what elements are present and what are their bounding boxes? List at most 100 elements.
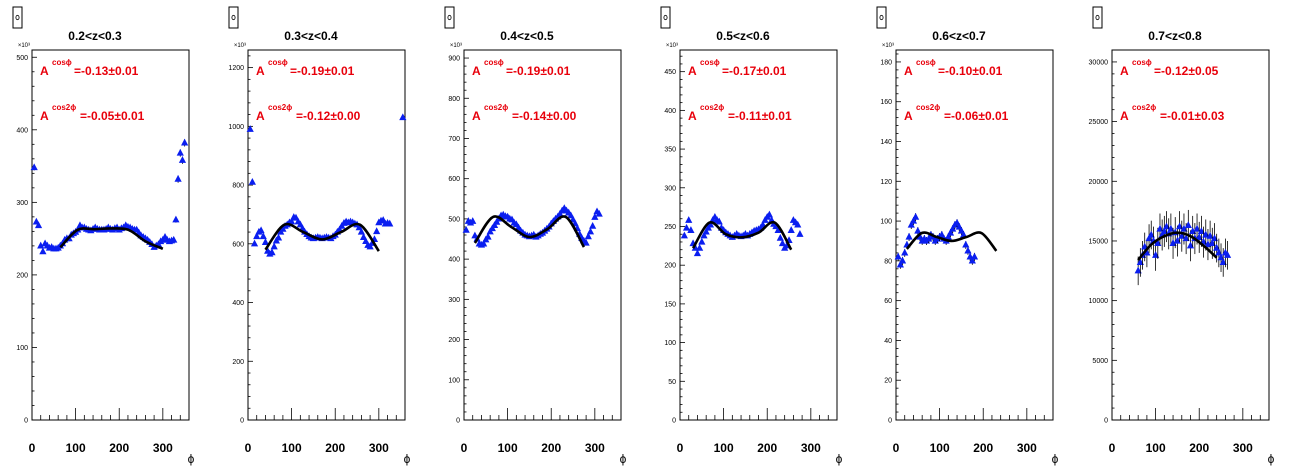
x-tick-label: 200 xyxy=(757,441,777,455)
data-point xyxy=(925,234,933,242)
y-tick-label: 1200 xyxy=(228,65,244,72)
y-tick-label: 800 xyxy=(448,96,460,103)
data-point xyxy=(946,228,955,236)
data-point xyxy=(680,231,688,239)
y-tick-label: 30000 xyxy=(1089,59,1109,66)
y-tick-label: 60 xyxy=(884,298,892,305)
data-point xyxy=(170,235,178,243)
chart-panel: 0.2<z<0.3 0 100 200 300 400 500 ×10³ 0 100 200 300 ϕ… xyxy=(12,6,195,466)
data-point xyxy=(787,226,795,233)
x-axis-label: ϕ xyxy=(620,452,627,466)
y-tick-label: 500 xyxy=(16,55,28,62)
stats-box-glyph xyxy=(663,14,668,21)
data-point xyxy=(776,233,784,241)
data-point xyxy=(698,237,706,245)
data-point xyxy=(901,248,909,256)
x-axis-label: ϕ xyxy=(1052,452,1059,466)
fit-curve xyxy=(473,215,586,248)
annotation-value: =-0.06±0.01 xyxy=(944,109,1009,123)
annotation-superscript: cosϕ xyxy=(52,58,72,67)
annotation-symbol: A xyxy=(256,109,265,123)
x-tick-label: 100 xyxy=(714,441,734,455)
y-tick-label: 500 xyxy=(448,216,460,223)
annotation-symbol: A xyxy=(1120,64,1129,78)
y-tick-label: 5000 xyxy=(1092,358,1108,365)
data-point xyxy=(355,223,363,231)
annotation-symbol: A xyxy=(1120,109,1129,123)
annotation-superscript: cos2ϕ xyxy=(268,103,292,112)
data-point xyxy=(176,148,184,156)
y-tick-label: 100 xyxy=(664,340,676,347)
x-tick-label: 300 xyxy=(369,441,389,455)
data-point xyxy=(373,227,381,235)
data-point xyxy=(582,238,590,246)
data-point xyxy=(894,252,902,260)
annotation-superscript: cosϕ xyxy=(1132,58,1152,67)
annotation-superscript: cos2ϕ xyxy=(52,103,76,112)
data-point xyxy=(949,224,957,232)
y-multiplier: ×10³ xyxy=(666,43,678,49)
data-point xyxy=(774,226,782,233)
y-tick-label: 200 xyxy=(232,359,244,366)
annotation-value: =-0.11±0.01 xyxy=(728,109,792,123)
y-tick-label: 300 xyxy=(16,200,28,207)
y-multiplier: ×10³ xyxy=(450,43,462,49)
data-point xyxy=(715,217,723,225)
x-axis-label: ϕ xyxy=(836,452,843,466)
annotation-symbol: A xyxy=(472,64,481,78)
annotation-superscript: cosϕ xyxy=(268,58,288,67)
data-point xyxy=(399,113,407,121)
y-tick-label: 400 xyxy=(232,300,244,307)
y-multiplier: ×10³ xyxy=(234,43,246,49)
data-point xyxy=(589,221,597,229)
annotation-value: =-0.10±0.01 xyxy=(938,64,1003,78)
y-tick-label: 100 xyxy=(448,377,460,384)
x-tick-label: 200 xyxy=(541,441,561,455)
y-tick-label: 0 xyxy=(888,418,892,425)
data-point xyxy=(778,239,787,247)
stats-box-icon xyxy=(660,6,671,29)
data-point xyxy=(261,238,270,245)
data-point xyxy=(693,249,702,257)
data-point xyxy=(682,223,691,231)
data-point xyxy=(178,156,187,163)
chart-title: 0.5<z<0.6 xyxy=(716,29,770,43)
data-point xyxy=(914,226,922,234)
stats-box-icon xyxy=(228,6,239,29)
y-tick-label: 700 xyxy=(448,136,460,143)
x-tick-label: 0 xyxy=(245,441,252,455)
chart-title: 0.6<z<0.7 xyxy=(932,29,986,43)
annotation-value: =-0.12±0.00 xyxy=(296,109,361,123)
y-tick-label: 80 xyxy=(884,258,892,265)
data-point xyxy=(685,216,693,223)
annotation-symbol: A xyxy=(472,109,481,123)
stats-box-icon xyxy=(444,6,455,29)
annotation-symbol: A xyxy=(688,64,697,78)
data-point xyxy=(702,227,710,235)
y-tick-label: 100 xyxy=(880,219,892,226)
x-axis-label: ϕ xyxy=(188,452,195,466)
annotation-superscript: cosϕ xyxy=(484,58,504,67)
x-tick-label: 300 xyxy=(801,441,821,455)
fit-curve xyxy=(691,220,793,251)
data-point xyxy=(696,243,704,251)
data-point xyxy=(1223,251,1232,258)
data-point xyxy=(469,217,477,224)
data-point xyxy=(386,219,394,227)
y-tick-label: 800 xyxy=(232,183,244,190)
stats-box-glyph xyxy=(1095,14,1100,21)
data-point xyxy=(37,241,45,249)
data-point xyxy=(288,217,296,225)
data-point xyxy=(250,239,259,247)
data-point xyxy=(172,215,180,223)
y-tick-label: 100 xyxy=(16,345,28,352)
y-tick-label: 300 xyxy=(448,297,460,304)
fit-curve xyxy=(905,231,998,252)
y-tick-label: 400 xyxy=(448,257,460,264)
y-tick-label: 0 xyxy=(456,418,460,425)
data-point xyxy=(257,226,265,234)
stats-box-icon xyxy=(12,6,23,29)
data-point xyxy=(912,212,920,220)
x-tick-label: 300 xyxy=(585,441,605,455)
